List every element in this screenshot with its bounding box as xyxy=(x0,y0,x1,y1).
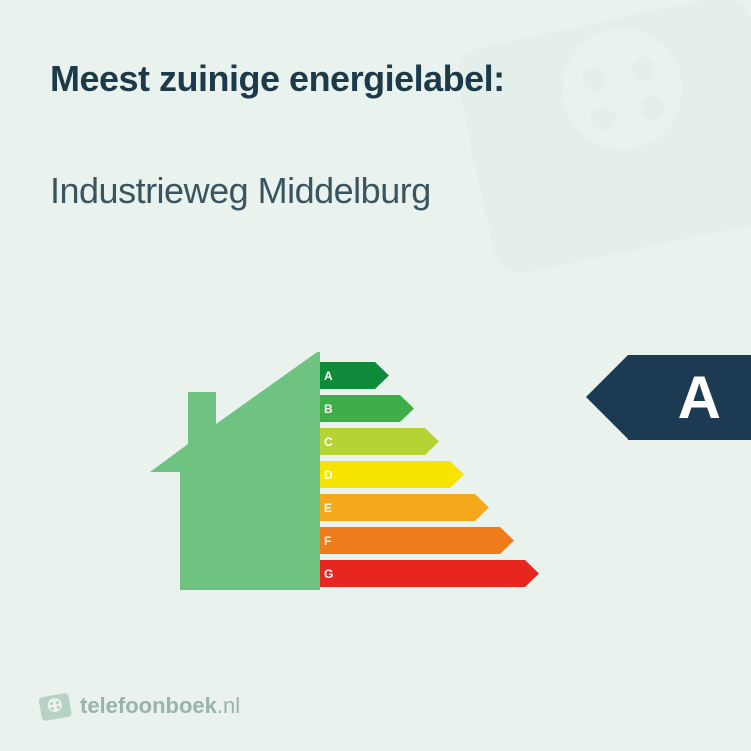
page-title: Meest zuinige energielabel: xyxy=(50,58,505,100)
energy-bar-label: A xyxy=(324,369,333,383)
selected-energy-label-text: A xyxy=(678,368,721,428)
house-icon xyxy=(150,352,320,592)
telefoonboek-logo-icon xyxy=(38,689,72,723)
footer-brand: telefoonboek.nl xyxy=(38,689,240,723)
badge-arrow xyxy=(586,355,628,439)
energy-bar-label: B xyxy=(324,402,333,416)
energy-bar-shape xyxy=(320,527,514,554)
selected-energy-label-badge: A xyxy=(628,355,751,440)
energy-bar-label: G xyxy=(324,567,333,581)
energy-bar-label: C xyxy=(324,435,333,449)
energy-bar-shape xyxy=(320,428,439,455)
location-name: Industrieweg Middelburg xyxy=(50,170,431,212)
energy-bar-shape xyxy=(320,494,489,521)
energy-bar-label: E xyxy=(324,501,332,515)
energy-bar-shape xyxy=(320,395,414,422)
footer-brand-light: .nl xyxy=(217,693,240,718)
energy-bar-shape xyxy=(320,461,464,488)
footer-brand-bold: telefoonboek xyxy=(80,693,217,718)
energy-bar-shape xyxy=(320,560,539,587)
background-decoration xyxy=(431,0,751,320)
energy-bar-label: F xyxy=(324,534,331,548)
energy-bar-label: D xyxy=(324,468,333,482)
footer-brand-text: telefoonboek.nl xyxy=(80,693,240,719)
